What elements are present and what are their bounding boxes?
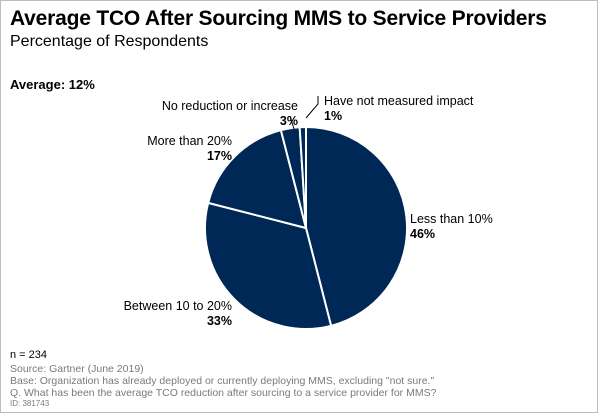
pie-slice-1 — [305, 126, 409, 327]
leader-line-5 — [305, 96, 319, 119]
chart-title: Average TCO After Sourcing MMS to Servic… — [10, 7, 547, 30]
question-note: Q. What has been the average TCO reducti… — [10, 387, 437, 399]
footer: n = 234 Source: Gartner (June 2019) Base… — [10, 349, 436, 409]
sample-size: n = 234 — [10, 349, 48, 361]
slice-value-2: 33% — [207, 314, 232, 328]
pie-slice-2 — [204, 201, 333, 330]
average-label: Average: 12% — [10, 77, 95, 92]
slice-value-4: 3% — [280, 114, 298, 128]
chart-subtitle: Percentage of Respondents — [10, 33, 209, 50]
source-note: Source: Gartner (June 2019) — [10, 363, 144, 375]
pie-slice-3 — [207, 129, 307, 229]
slice-label-3: More than 20% — [147, 134, 232, 148]
slice-label-1: Less than 10% — [410, 212, 493, 226]
base-note: Base: Organization has already deployed … — [10, 375, 435, 387]
slice-value-5: 1% — [324, 109, 342, 123]
slice-value-1: 46% — [410, 227, 435, 241]
chart-id: ID: 381743 — [10, 399, 50, 408]
pie-slice-5 — [298, 126, 307, 229]
slice-value-3: 17% — [207, 149, 232, 163]
slice-label-5: Have not measured impact — [324, 94, 474, 108]
slice-label-2: Between 10 to 20% — [124, 299, 232, 313]
leader-line-4 — [289, 115, 295, 130]
slice-label-4: No reduction or increase — [162, 99, 298, 113]
